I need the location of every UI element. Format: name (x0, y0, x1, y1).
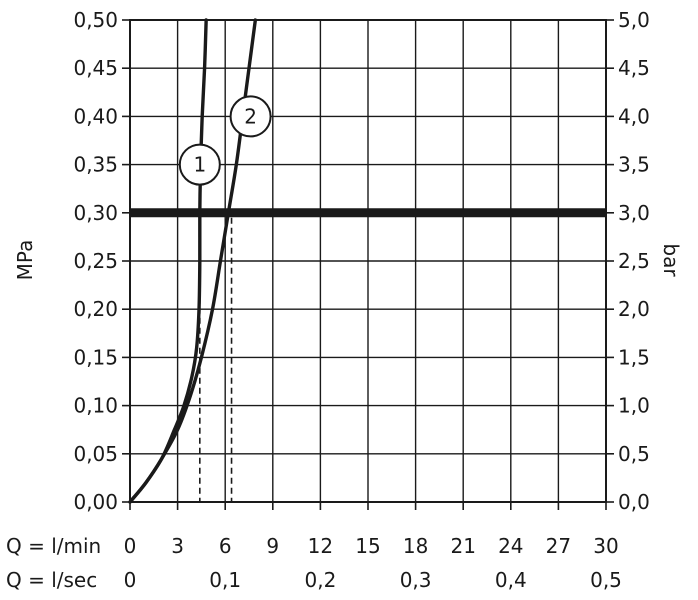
series-1-label-circle (178, 143, 221, 186)
curve-labels: 12 (178, 95, 272, 186)
y-axis-title-right: bar (659, 243, 683, 277)
x-row-label-lmin: Q = l/min (6, 534, 101, 558)
x-tick-label-lmin: 21 (450, 534, 475, 558)
x-tick-label-lsec: 0,3 (400, 568, 432, 592)
x-tick-label-lsec: 0,1 (209, 568, 241, 592)
x-ticks: 0 3 6 9 12 15 18 21 24 27 30 0 0,1 0,2 0,3 0,4 0,5 (124, 502, 622, 592)
x-tick-label-lmin: 3 (171, 534, 184, 558)
series-1-label: 1 (193, 153, 206, 177)
x-row-label-lsec: Q = l/sec (6, 568, 97, 592)
x-tick-label-lsec: 0,4 (495, 568, 527, 592)
y-tick-label-right: 1,5 (618, 345, 650, 369)
y-tick-label-left: 0,30 (73, 201, 118, 225)
y-tick-label-right: 3,5 (618, 153, 650, 177)
y-tick-label-left: 0,35 (73, 153, 118, 177)
x-tick-label-lmin: 18 (403, 534, 428, 558)
x-tick-label-lmin: 24 (498, 534, 523, 558)
y-tick-label-left: 0,40 (73, 104, 118, 128)
y-tick-label-left: 0,25 (73, 249, 118, 273)
y-tick-label-right: 4,0 (618, 104, 650, 128)
y-tick-label-left: 0,00 (73, 490, 118, 514)
y-tick-label-right: 1,0 (618, 394, 650, 418)
x-tick-label-lsec: 0,5 (590, 568, 622, 592)
x-tick-label-lmin: 30 (593, 534, 618, 558)
y-tick-label-left: 0,10 (73, 394, 118, 418)
y-tick-label-right: 4,5 (618, 56, 650, 80)
y-tick-label-right: 0,0 (618, 490, 650, 514)
y-tick-label-left: 0,20 (73, 297, 118, 321)
x-tick-label-lmin: 6 (219, 534, 232, 558)
y-axis-title-left: MPa (13, 240, 37, 281)
x-tick-label-lmin: 12 (308, 534, 333, 558)
y-tick-label-right: 3,0 (618, 201, 650, 225)
y-tick-label-left: 0,05 (73, 442, 118, 466)
y-ticks-left: 0,00 0,05 0,10 0,15 0,20 0,25 0,30 0,35 0,40 0,45… (73, 8, 130, 514)
y-ticks-right: 0,0 0,5 1,0 1,5 2,0 2,5 3,0 3,5 4,0 4,5 5,0 (606, 8, 650, 514)
y-tick-label-right: 2,5 (618, 249, 650, 273)
series-2-label-circle (229, 95, 272, 138)
y-tick-label-right: 5,0 (618, 8, 650, 32)
y-tick-label-left: 0,50 (73, 8, 118, 32)
series-2-label: 2 (244, 104, 257, 128)
x-tick-label-lmin: 9 (266, 534, 279, 558)
x-tick-label-lmin: 27 (546, 534, 571, 558)
x-tick-label-lmin: 0 (124, 534, 137, 558)
x-tick-label-lsec: 0 (124, 568, 137, 592)
y-tick-label-right: 2,0 (618, 297, 650, 321)
y-tick-label-left: 0,15 (73, 345, 118, 369)
y-tick-label-left: 0,45 (73, 56, 118, 80)
x-tick-label-lsec: 0,2 (304, 568, 336, 592)
x-tick-label-lmin: 15 (355, 534, 380, 558)
y-tick-label-right: 0,5 (618, 442, 650, 466)
